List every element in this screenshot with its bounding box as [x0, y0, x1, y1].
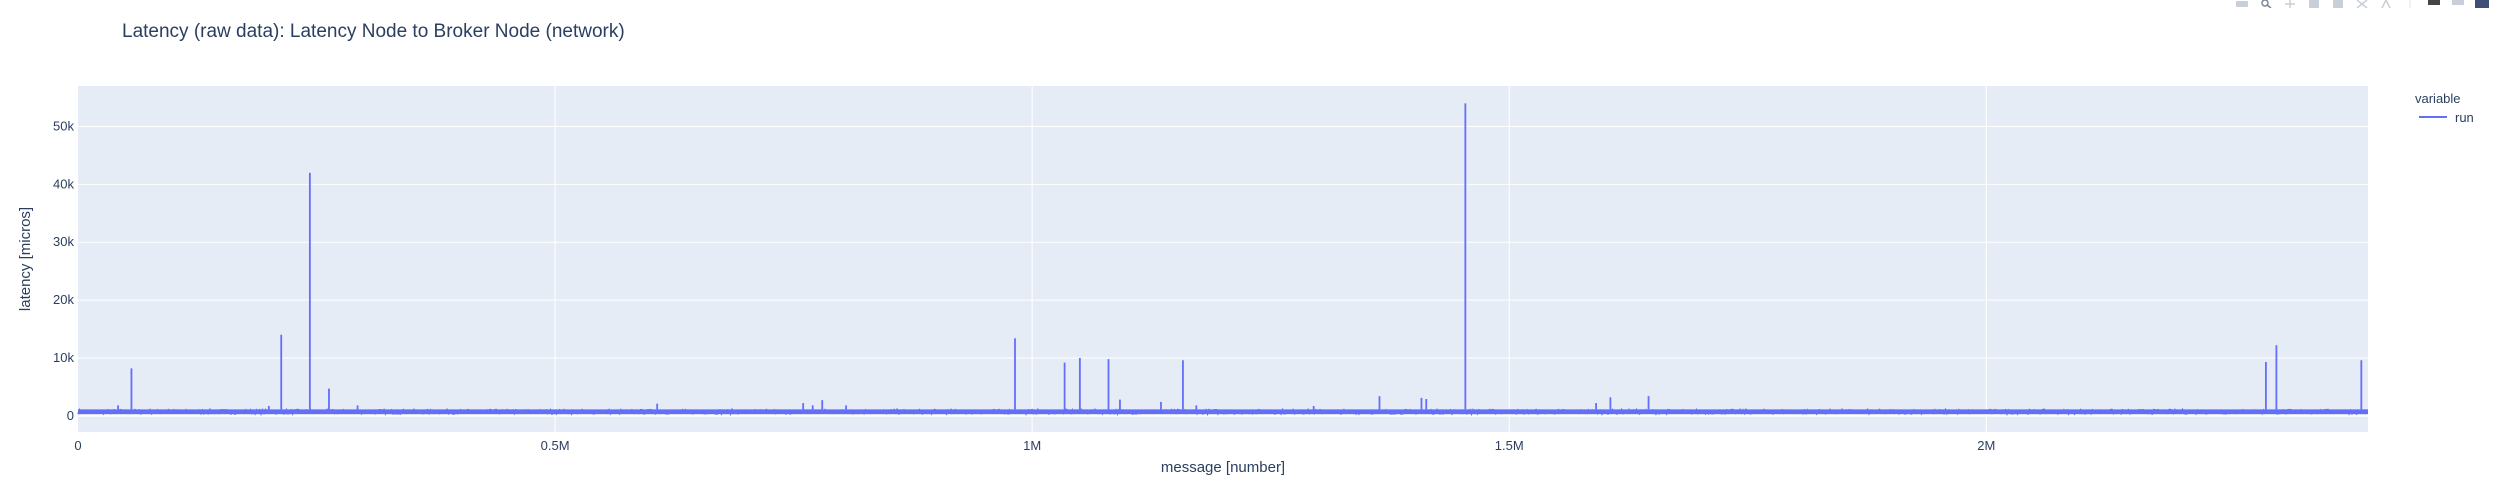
- y-tick-label: 10k: [53, 350, 74, 365]
- zoom-in-icon[interactable]: [2307, 0, 2321, 8]
- camera-icon[interactable]: [2235, 0, 2249, 8]
- y-axis-title: latency [micros]: [17, 207, 34, 311]
- series-run-spikes: [117, 103, 2363, 411]
- pan-icon[interactable]: [2283, 0, 2297, 8]
- x-tick-labels: 0 0.5M 1M 1.5M 2M: [74, 438, 1995, 453]
- x-tick-label: 2M: [1977, 438, 1995, 453]
- x-axis-title: message [number]: [1161, 459, 1285, 476]
- reset-axes-icon[interactable]: [2379, 0, 2393, 8]
- y-tick-label: 0: [67, 408, 74, 423]
- y-tick-label: 30k: [53, 234, 74, 249]
- modebar: [2235, 0, 2493, 8]
- hover-compare-icon[interactable]: [2451, 0, 2465, 8]
- plot-area[interactable]: [78, 86, 2368, 432]
- legend-title: variable: [2415, 91, 2461, 106]
- spike-lines-icon[interactable]: [2403, 0, 2417, 8]
- legend-item-run[interactable]: run: [2419, 110, 2474, 125]
- plotly-logo-icon[interactable]: [2475, 0, 2489, 8]
- zoom-icon[interactable]: [2259, 0, 2273, 8]
- hover-closest-icon[interactable]: [2427, 0, 2441, 8]
- chart-title: Latency (raw data): Latency Node to Brok…: [122, 21, 625, 42]
- y-tick-labels: 0 10k 20k 30k 40k 50k: [53, 119, 74, 423]
- legend: variable run: [2415, 91, 2474, 125]
- autoscale-icon[interactable]: [2355, 0, 2369, 8]
- y-tick-label: 40k: [53, 176, 74, 191]
- y-tick-label: 50k: [53, 119, 74, 134]
- series-run-line: [77, 407, 2368, 417]
- x-tick-label: 0: [74, 438, 81, 453]
- legend-label-run: run: [2455, 110, 2474, 125]
- x-tick-label: 0.5M: [541, 438, 570, 453]
- x-tick-label: 1.5M: [1495, 438, 1524, 453]
- x-gridlines: [554, 86, 1987, 432]
- y-tick-label: 20k: [53, 292, 74, 307]
- x-tick-label: 1M: [1023, 438, 1041, 453]
- zoom-out-icon[interactable]: [2331, 0, 2345, 8]
